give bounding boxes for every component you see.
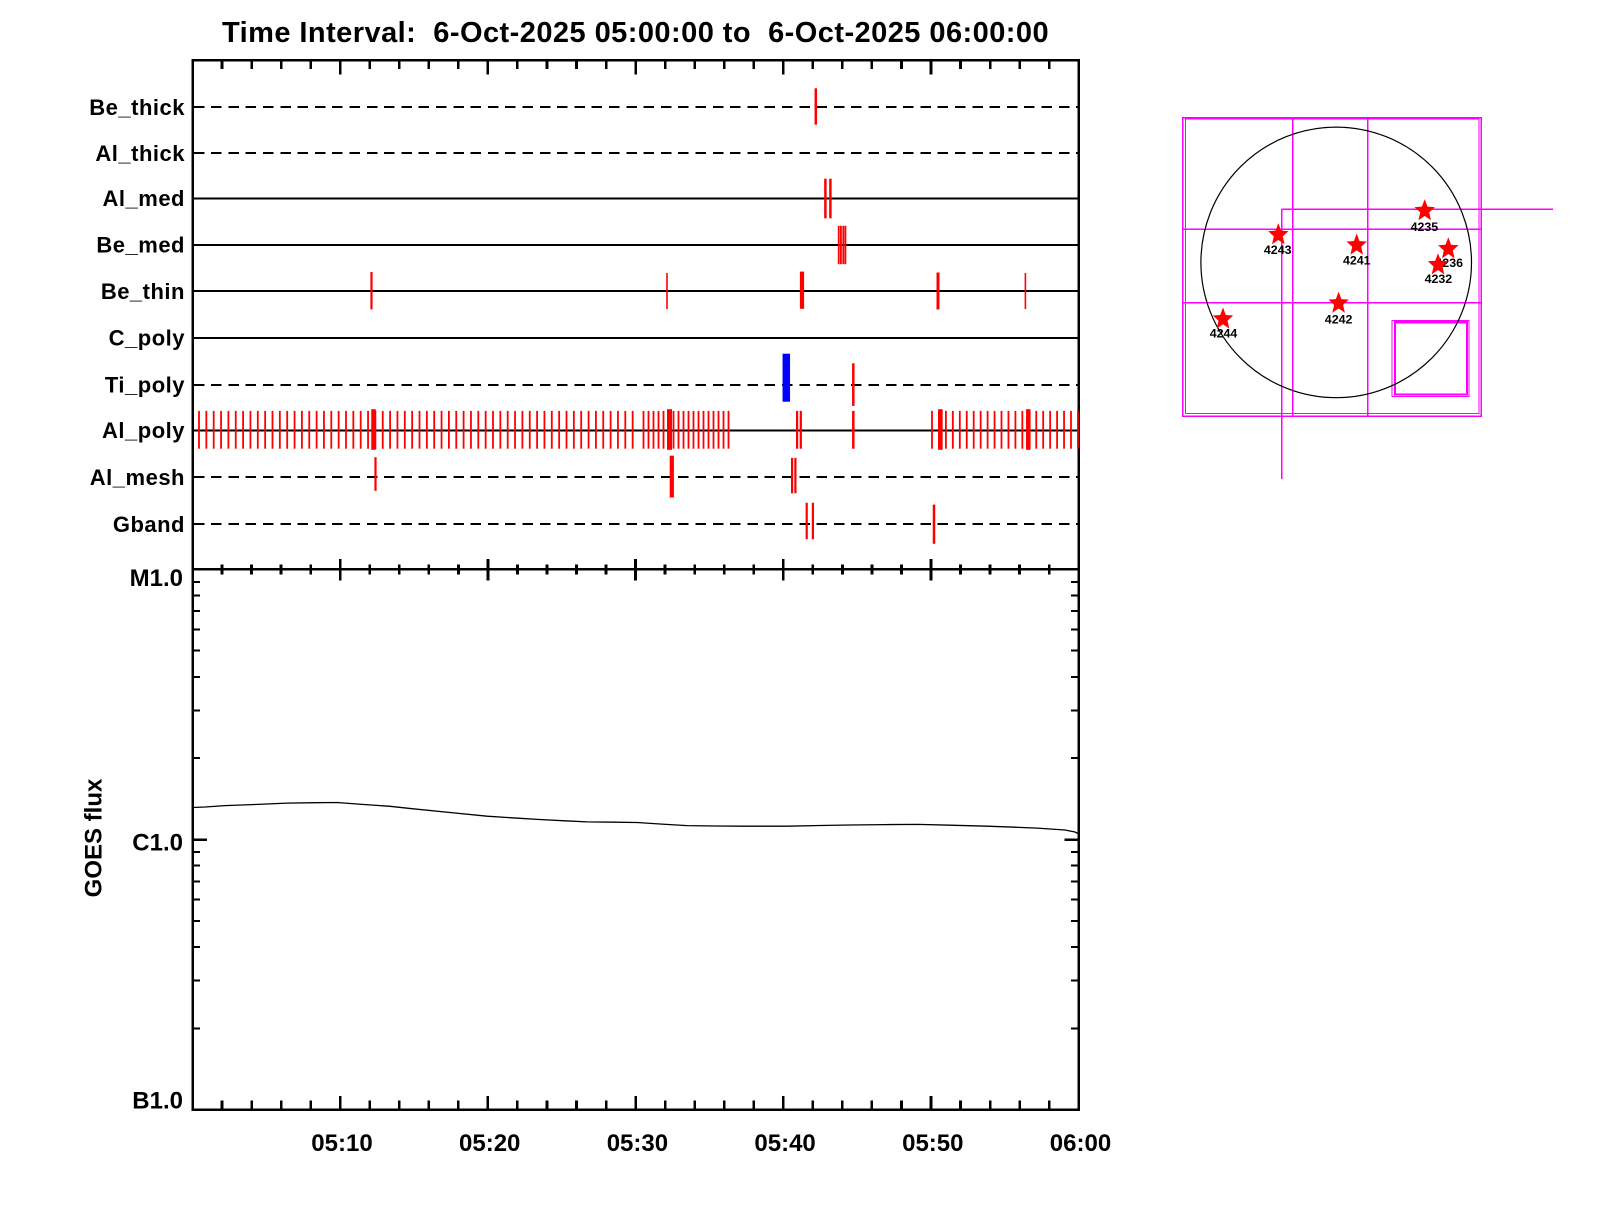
svg-text:4242: 4242 (1325, 313, 1353, 327)
svg-text:4243: 4243 (1264, 243, 1292, 257)
svg-text:4232: 4232 (1425, 272, 1453, 286)
svg-text:Al_mesh: Al_mesh (90, 465, 185, 490)
svg-text:06:00: 06:00 (1050, 1130, 1111, 1157)
svg-text:Be_thin: Be_thin (101, 279, 185, 304)
svg-text:C1.0: C1.0 (132, 829, 183, 856)
svg-text:05:50: 05:50 (902, 1130, 963, 1157)
svg-text:4244: 4244 (1210, 327, 1238, 341)
svg-text:Al_thick: Al_thick (95, 141, 185, 166)
svg-text:Ti_poly: Ti_poly (105, 373, 185, 398)
svg-text:Gband: Gband (113, 512, 185, 537)
svg-text:M1.0: M1.0 (130, 565, 183, 592)
svg-text:05:10: 05:10 (311, 1130, 372, 1157)
svg-text:05:40: 05:40 (754, 1130, 815, 1157)
svg-text:C_poly: C_poly (109, 326, 186, 351)
svg-text:GOES flux: GOES flux (81, 778, 108, 897)
svg-text:4241: 4241 (1343, 254, 1371, 268)
svg-text:Be_thick: Be_thick (89, 95, 185, 120)
svg-text:Be_med: Be_med (96, 233, 185, 258)
svg-text:05:30: 05:30 (607, 1130, 668, 1157)
svg-text:Al_poly: Al_poly (102, 418, 185, 443)
svg-text:Time Interval: 6-Oct-2025 05:: Time Interval: 6-Oct-2025 05:00:00 to 6-… (222, 17, 1049, 49)
svg-text:Al_med: Al_med (103, 186, 185, 211)
svg-text:B1.0: B1.0 (132, 1088, 183, 1115)
svg-text:05:20: 05:20 (459, 1130, 520, 1157)
svg-text:4235: 4235 (1411, 220, 1439, 234)
